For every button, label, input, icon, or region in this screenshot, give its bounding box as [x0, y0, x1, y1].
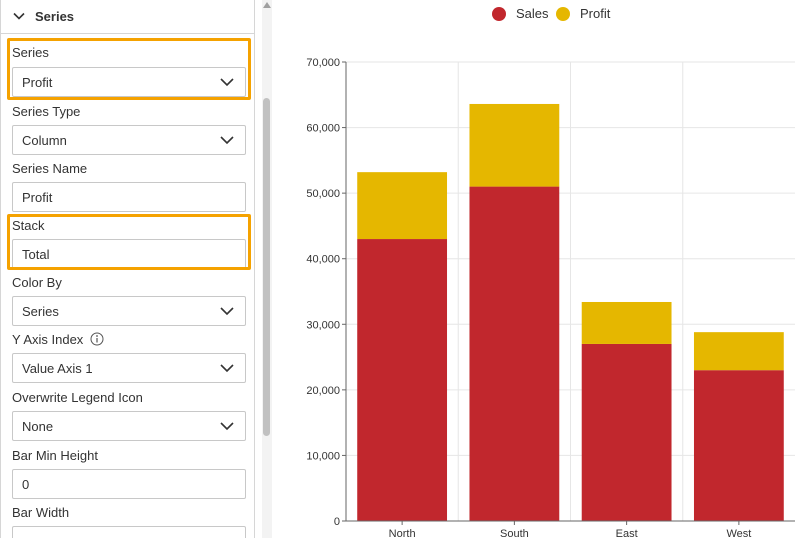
y-tick-label: 10,000 — [306, 450, 340, 462]
y-tick-label: 30,000 — [306, 319, 340, 331]
chevron-down-icon — [220, 136, 234, 145]
y-axis-index-dropdown[interactable]: Value Axis 1 — [12, 353, 246, 383]
legend-dot-sales — [492, 7, 506, 21]
overwrite-legend-icon-dropdown[interactable]: None — [12, 411, 246, 441]
series-name-input[interactable]: Profit — [12, 182, 246, 212]
series-type-label: Series Type — [12, 104, 81, 119]
legend-label-sales: Sales — [516, 6, 549, 21]
section-title: Series — [35, 9, 75, 24]
bar-sales-east — [581, 343, 672, 521]
bar-profit-west — [693, 332, 784, 371]
y-axis-index-value: Value Axis 1 — [22, 361, 93, 376]
bar-min-height-value: 0 — [22, 477, 30, 492]
bar-profit-south — [469, 103, 560, 187]
bar-width-label: Bar Width — [12, 505, 70, 520]
x-tick-label: East — [616, 528, 638, 538]
bar-profit-north — [357, 172, 448, 240]
series-dropdown-value: Profit — [22, 75, 53, 90]
x-tick-label: North — [389, 528, 416, 538]
chart-plot-area: 0 10,000 20,000 30,000 40,000 50,000 60,000 70,… — [306, 57, 795, 538]
chevron-down-icon — [220, 78, 234, 87]
legend-dot-profit — [556, 7, 570, 21]
series-properties-panel: Series Series Profit Series Type Column … — [0, 0, 255, 538]
bar-profit-east — [581, 301, 672, 344]
series-type-value: Column — [22, 133, 67, 148]
bar-sales-north — [357, 239, 448, 522]
y-tick-label: 60,000 — [306, 123, 340, 135]
series-dropdown[interactable]: Profit — [12, 67, 246, 97]
chevron-down-icon — [220, 307, 234, 316]
bar-sales-south — [469, 186, 560, 522]
overwrite-legend-icon-value: None — [22, 419, 54, 434]
info-icon[interactable] — [90, 332, 104, 346]
bar-sales-west — [693, 370, 784, 521]
chevron-down-icon — [220, 422, 234, 431]
chevron-down-icon — [220, 364, 234, 373]
stack-value: Total — [22, 247, 50, 262]
bar-width-input[interactable] — [12, 526, 246, 538]
x-tick-label: South — [500, 528, 529, 538]
y-tick-label: 0 — [334, 516, 340, 528]
y-axis-index-label: Y Axis Index — [12, 332, 84, 347]
bar-min-height-label: Bar Min Height — [12, 448, 98, 463]
series-type-dropdown[interactable]: Column — [12, 125, 246, 155]
series-name-value: Profit — [22, 190, 53, 205]
color-by-dropdown[interactable]: Series — [12, 296, 246, 326]
scroll-up-arrow-icon[interactable] — [263, 2, 271, 8]
y-tick-label: 40,000 — [306, 254, 340, 266]
y-tick-label: 70,000 — [306, 57, 340, 69]
series-section-header[interactable]: Series — [1, 0, 254, 34]
stack-input[interactable]: Total — [12, 239, 246, 269]
x-tick-label: West — [726, 528, 751, 538]
overwrite-legend-icon-label: Overwrite Legend Icon — [12, 390, 143, 405]
chevron-down-icon — [13, 12, 25, 20]
y-tick-label: 50,000 — [306, 188, 340, 200]
y-tick-label: 20,000 — [306, 385, 340, 397]
color-by-label: Color By — [12, 275, 62, 290]
legend-label-profit: Profit — [580, 6, 611, 21]
series-label: Series — [12, 45, 49, 60]
stacked-column-chart: Sales Profit 0 10,000 20,000 30,000 40,000 50… — [275, 0, 797, 538]
stack-label: Stack — [12, 218, 45, 233]
color-by-value: Series — [22, 304, 59, 319]
panel-scrollbar-thumb[interactable] — [263, 98, 270, 436]
series-name-label: Series Name — [12, 161, 88, 176]
bar-min-height-input[interactable]: 0 — [12, 469, 246, 499]
